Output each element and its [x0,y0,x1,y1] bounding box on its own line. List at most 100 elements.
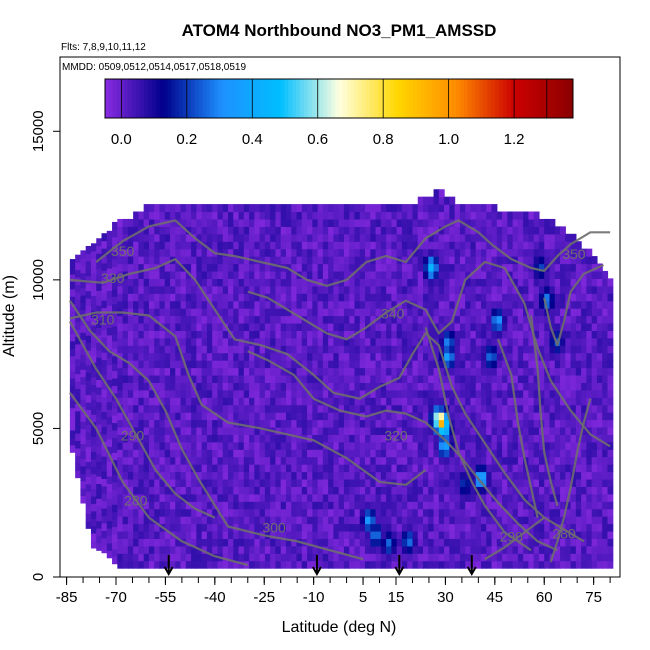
heatmap-cell [412,493,419,502]
heatmap-cell [391,493,398,502]
heatmap-cell [270,553,277,562]
heatmap-cell [491,278,498,287]
heatmap-cell [517,315,524,324]
heatmap-cell [354,382,361,391]
heatmap-cell [433,345,440,354]
heatmap-cell [480,464,487,473]
heatmap-cell [354,516,361,525]
heatmap-cell [217,516,224,525]
heatmap-cell [217,211,224,220]
heatmap-cell [238,456,245,465]
heatmap-cell [517,389,524,398]
heatmap-cell [349,248,356,257]
heatmap-cell [496,449,503,458]
heatmap-cell [133,270,139,279]
heatmap-cell [90,384,97,393]
heatmap-cell [206,456,213,465]
heatmap-cell [433,226,440,235]
heatmap-cell [438,545,445,554]
heatmap-cell [312,501,319,510]
heatmap-cell [180,441,187,450]
heatmap-cell [591,426,598,435]
heatmap-cell [307,493,313,502]
heatmap-cell [480,538,487,547]
heatmap-cell [449,434,456,443]
heatmap-cell [575,308,582,317]
heatmap-cell [444,330,450,339]
heatmap-cell [507,315,514,324]
heatmap-cell [259,345,266,354]
heatmap-cell [386,204,392,213]
heatmap-cell [370,530,377,539]
heatmap-cell [554,278,561,287]
heatmap-cell [322,374,329,383]
heatmap-cell [491,553,498,562]
heatmap-cell [391,248,398,257]
heatmap-cell [544,471,551,480]
heatmap-cell [407,330,414,339]
heatmap-cell [517,322,524,331]
heatmap-cell [127,501,134,510]
heatmap-cell [396,471,403,480]
heatmap-cell [196,367,203,376]
heatmap-cell [407,285,414,294]
heatmap-cell [449,308,456,317]
heatmap-cell [312,464,319,473]
heatmap-cell [454,508,461,517]
heatmap-cell [191,449,197,458]
heatmap-cell [354,211,361,220]
heatmap-cell [270,330,277,339]
heatmap-cell [502,553,508,562]
heatmap-cell [322,360,329,369]
heatmap-cell [586,426,593,435]
heatmap-cell [191,456,197,465]
heatmap-cell [470,241,477,250]
heatmap-cell [322,486,329,495]
heatmap-cell [496,293,503,302]
heatmap-cell [533,300,540,309]
heatmap-cell [170,352,176,361]
heatmap-cell [312,434,319,443]
heatmap-cell [596,315,603,324]
heatmap-cell [570,501,577,510]
heatmap-cell [201,530,208,539]
heatmap-cell [112,467,118,476]
heatmap-cell [212,241,219,250]
heatmap-cell [196,330,203,339]
heatmap-cell [486,256,493,265]
heatmap-cell [312,315,319,324]
heatmap-cell [533,553,540,562]
heatmap-cell [544,374,551,383]
heatmap-cell [96,461,103,470]
heatmap-cell [565,285,572,294]
heatmap-cell [349,256,356,265]
heatmap-cell [459,330,466,339]
heatmap-cell [307,508,313,517]
heatmap-cell [465,464,472,473]
heatmap-cell [201,322,208,331]
heatmap-cell [112,236,118,245]
heatmap-cell [138,218,145,227]
heatmap-cell [143,426,150,435]
heatmap-cell [380,538,387,547]
heatmap-cell [301,233,308,242]
heatmap-cell [317,434,324,443]
heatmap-cell [512,553,519,562]
heatmap-cell [191,404,197,413]
heatmap-cell [338,516,345,525]
heatmap-cell [201,389,208,398]
heatmap-cell [412,218,419,227]
heatmap-cell [343,538,350,547]
heatmap-cell [106,349,113,358]
heatmap-cell [607,560,614,569]
heatmap-cell [143,530,150,539]
heatmap-cell [127,412,134,421]
heatmap-cell [196,315,203,324]
heatmap-cell [275,397,282,406]
heatmap-cell [365,419,371,428]
contour-line [247,260,611,448]
heatmap-cell [365,449,371,458]
heatmap-cell [164,560,171,569]
heatmap-cell [386,211,392,220]
heatmap-cell [391,516,398,525]
